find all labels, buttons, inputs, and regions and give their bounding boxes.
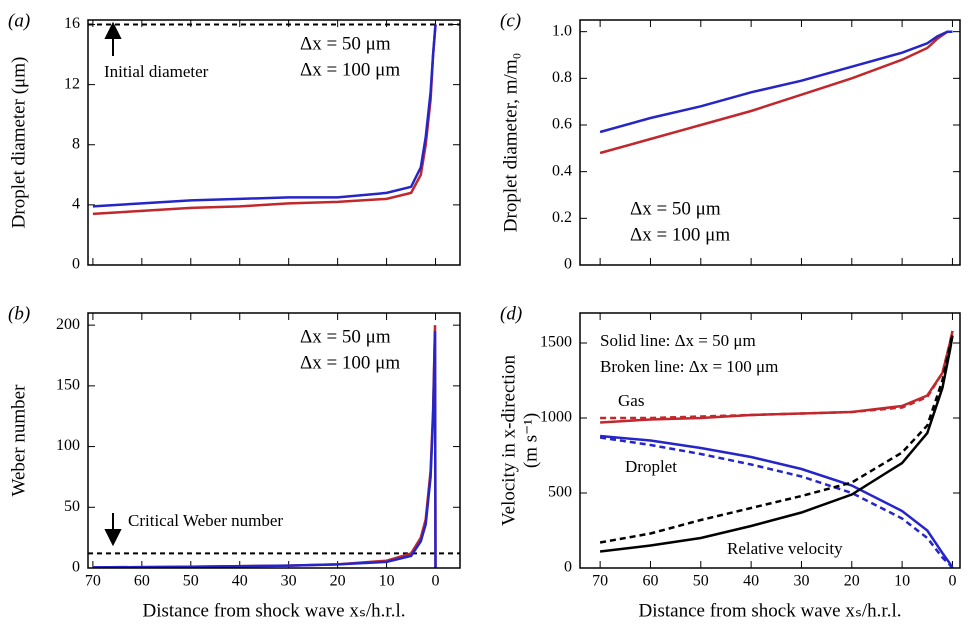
plot-frame <box>87 19 461 266</box>
x-tick-label: 10 <box>894 573 910 590</box>
x-axis-label: Distance from shock wave xₛ/h.r.l. <box>639 600 902 621</box>
y-tick-label: 0 <box>564 559 572 576</box>
panel-label: (c) <box>500 10 521 31</box>
legend-entry: Δx = 100 μm <box>630 224 730 245</box>
y-tick-label: 1000 <box>540 409 572 426</box>
series-line <box>599 30 953 134</box>
series-line <box>92 331 437 568</box>
legend-entry: Δx = 50 μm <box>300 326 391 347</box>
y-tick-label: 0.2 <box>552 209 572 226</box>
x-tick-label: 60 <box>134 573 150 590</box>
y-tick-label: 200 <box>56 316 80 333</box>
y-tick-label: 150 <box>56 377 80 394</box>
y-tick-label: 12 <box>64 75 80 92</box>
series-line <box>599 434 954 568</box>
series-line <box>599 30 953 155</box>
legend-entry: Δx = 50 μm <box>630 198 721 219</box>
y-axis-label: Weber number <box>8 384 29 497</box>
annotation: Droplet <box>625 457 677 476</box>
x-tick-label: 0 <box>432 573 440 590</box>
y-tick-label: 0.6 <box>552 116 572 133</box>
series-line <box>599 436 954 568</box>
y-tick-label: 500 <box>548 484 572 501</box>
y-tick-label: 0 <box>564 256 572 273</box>
legend-entry: Δx = 50 μm <box>300 33 391 54</box>
x-tick-label: 50 <box>693 573 709 590</box>
plot-frame <box>579 19 961 266</box>
x-tick-label: 30 <box>793 573 809 590</box>
y-tick-label: 1.0 <box>552 22 572 39</box>
y-tick-label: 0 <box>72 559 80 576</box>
x-tick-label: 50 <box>183 573 199 590</box>
y-tick-label: 0.4 <box>552 162 572 179</box>
arrows <box>104 21 122 547</box>
x-tick-label: 20 <box>844 573 860 590</box>
plot-frame <box>579 312 961 569</box>
annotation: Relative velocity <box>727 539 843 558</box>
panel-label: (d) <box>500 303 522 324</box>
x-tick-label: 30 <box>281 573 297 590</box>
x-tick-label: 60 <box>642 573 658 590</box>
panel-label: (b) <box>8 303 30 324</box>
annotation: Solid line: Δx = 50 μm <box>600 331 756 350</box>
y-tick-label: 0 <box>72 256 80 273</box>
x-tick-label: 20 <box>330 573 346 590</box>
y-tick-label: 16 <box>64 15 80 32</box>
y-axis-label: (m s⁻¹) <box>520 413 541 468</box>
plot-frame <box>87 312 461 569</box>
y-tick-label: 0.8 <box>552 69 572 86</box>
x-axis-label: Distance from shock wave xₛ/h.r.l. <box>143 600 406 621</box>
y-tick-label: 100 <box>56 437 80 454</box>
y-axis-label: Droplet diameter, m/m₀ <box>500 53 521 232</box>
annotation: Broken line: Δx = 100 μm <box>600 357 778 376</box>
y-tick-label: 1500 <box>540 334 572 351</box>
series-line <box>600 330 954 420</box>
y-tick-label: 50 <box>64 498 80 515</box>
y-tick-label: 4 <box>72 196 80 213</box>
annotation: Gas <box>618 391 644 410</box>
y-tick-label: 8 <box>72 135 80 152</box>
x-tick-label: 0 <box>948 573 956 590</box>
series-line <box>599 335 954 553</box>
legend-entry: Δx = 100 μm <box>300 352 400 373</box>
annotation: Critical Weber number <box>128 511 283 530</box>
legend-entry: Δx = 100 μm <box>300 59 400 80</box>
x-tick-label: 70 <box>85 573 101 590</box>
x-tick-label: 40 <box>743 573 759 590</box>
x-tick-label: 10 <box>379 573 395 590</box>
x-tick-label: 40 <box>232 573 248 590</box>
x-tick-label: 70 <box>592 573 608 590</box>
series-line <box>92 24 437 208</box>
y-axis-label: Droplet diameter (μm) <box>8 57 29 229</box>
y-axis-label: Velocity in x-direction <box>498 355 519 526</box>
series-line <box>599 333 954 544</box>
arrow-head <box>104 529 122 547</box>
annotation: Initial diameter <box>104 62 209 81</box>
arrow-head <box>104 21 122 39</box>
panel-label: (a) <box>8 10 30 31</box>
